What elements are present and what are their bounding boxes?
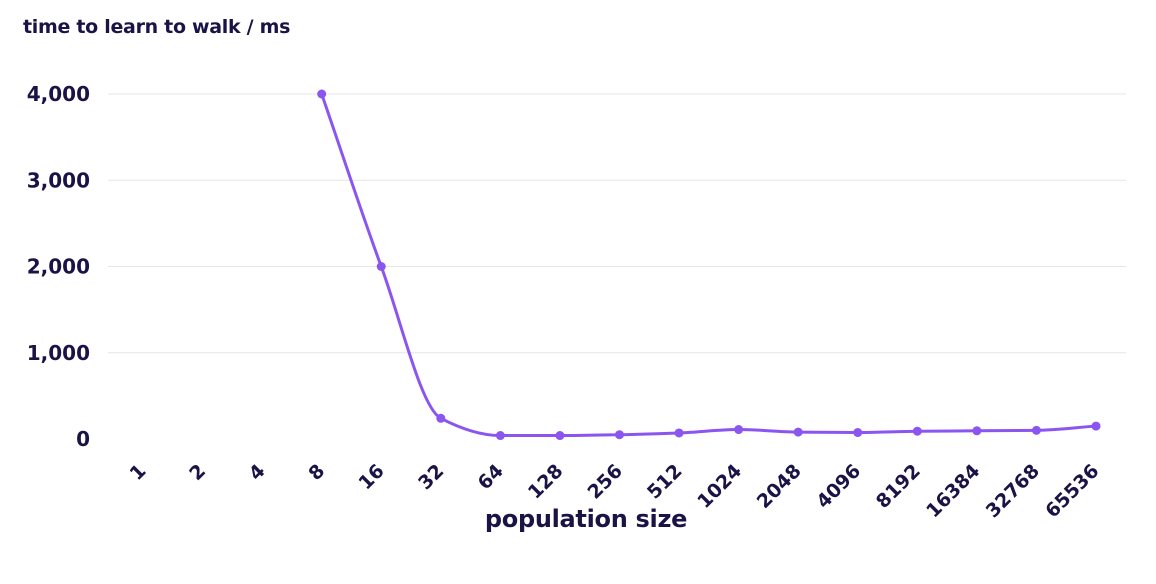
data-point [912,426,922,436]
data-point [1031,425,1041,435]
x-tick-label: 64 [474,460,508,494]
data-point [1091,421,1101,431]
x-tick-label: 256 [583,460,627,504]
x-tick-label: 512 [643,460,687,504]
x-tick-label: 2 [185,460,210,485]
y-tick-label: 4,000 [27,82,90,106]
data-point [317,89,327,99]
gridlines [108,93,1126,354]
data-point [495,431,505,441]
x-axis-title: population size [484,505,688,533]
x-tick-label: 4 [245,460,270,485]
data-points [317,89,1101,441]
x-tick-label: 32 [414,460,448,494]
data-point [793,427,803,437]
data-point [734,425,744,435]
y-axis-ticks: 0 1,000 2,000 3,000 4,000 [27,82,90,451]
x-tick-label: 8 [304,460,329,485]
data-point [674,428,684,438]
y-axis-title: time to learn to walk / ms [23,16,291,38]
x-tick-label: 16 [355,460,389,494]
x-tick-label: 128 [524,460,568,504]
y-tick-label: 2,000 [27,255,90,279]
data-point [376,262,386,271]
x-tick-label: 1 [126,460,151,485]
y-tick-label: 0 [76,427,90,451]
data-point [555,431,565,441]
y-tick-label: 1,000 [27,341,90,365]
series-line [320,93,1097,438]
data-point [853,428,863,438]
data-point [615,430,624,440]
data-point [972,426,982,436]
data-point [436,413,446,423]
y-tick-label: 3,000 [27,168,90,192]
